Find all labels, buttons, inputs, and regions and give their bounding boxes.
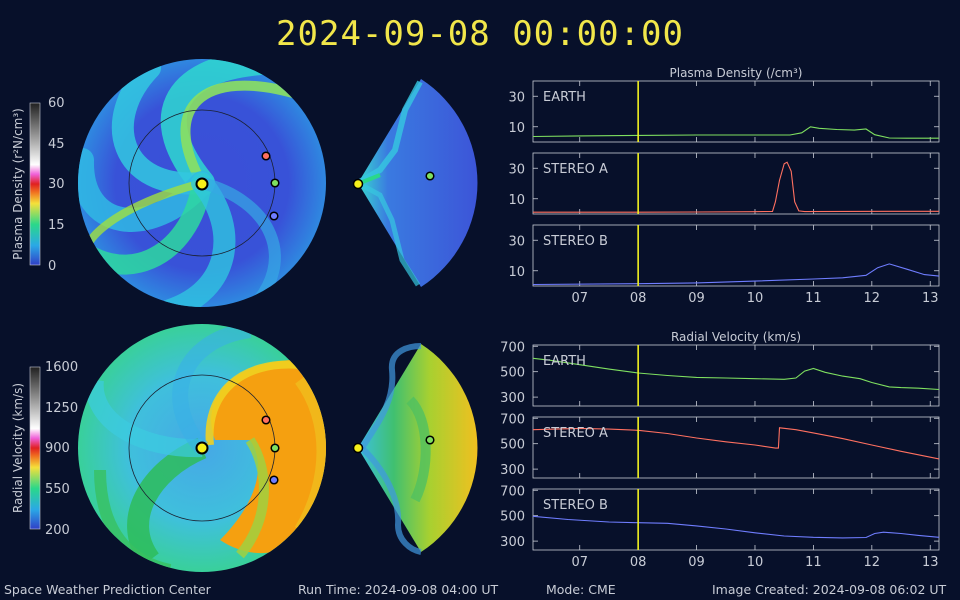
y-tick-label: 700 xyxy=(500,340,525,355)
chart-title: Radial Velocity (km/s) xyxy=(671,330,801,344)
series-line-stereo-b xyxy=(532,515,940,539)
velocity-colorbar-label: Radial Velocity (km/s) xyxy=(11,383,25,513)
stereo-b-marker xyxy=(269,211,279,221)
earth-marker-wedge xyxy=(425,171,435,181)
y-tick-label: 300 xyxy=(500,463,525,478)
series-line-stereo-a xyxy=(533,161,939,213)
panel-stereo-b: 300 500 700 STEREO B xyxy=(500,484,940,551)
y-tick-label: 10 xyxy=(508,265,525,280)
y-tick-label: 700 xyxy=(500,412,525,427)
y-tick-label: 30 xyxy=(508,234,525,249)
series-line-earth xyxy=(532,357,940,391)
series-line-stereo-a xyxy=(532,427,940,460)
x-tick-label: 09 xyxy=(688,555,705,570)
x-tick-label: 12 xyxy=(864,291,881,306)
y-tick-label: 30 xyxy=(508,90,525,105)
panel-frame xyxy=(532,152,940,215)
sun-marker-wedge xyxy=(352,442,364,454)
earth-marker xyxy=(270,443,280,453)
x-tick-label: 09 xyxy=(688,291,705,306)
panel-label: STEREO B xyxy=(543,234,608,249)
y-tick-label: 300 xyxy=(500,535,525,550)
panel-stereo-b: 10 30 STEREO B xyxy=(508,224,940,287)
series-line-stereo-b xyxy=(532,263,940,286)
y-tick-label: 500 xyxy=(500,510,525,525)
x-tick-label: 11 xyxy=(805,291,822,306)
y-tick-label: 10 xyxy=(508,193,525,208)
panel-frame xyxy=(532,416,940,479)
stereo-b-marker xyxy=(269,475,279,485)
footer-image-created: Image Created: 2024-09-08 06:02 UT xyxy=(712,582,947,597)
density-colorbar-tick: 45 xyxy=(48,137,65,152)
x-tick-label: 08 xyxy=(630,555,647,570)
footer-run-time: Run Time: 2024-09-08 04:00 UT xyxy=(298,582,499,597)
density-map-markers xyxy=(195,151,435,221)
panel-earth: 10 30 EARTH xyxy=(508,80,940,143)
sun-marker-wedge xyxy=(352,178,364,190)
panel-label: EARTH xyxy=(543,354,586,369)
density-colorbar-tick: 60 xyxy=(48,96,65,111)
y-tick-label: 500 xyxy=(500,366,525,381)
x-tick-label: 13 xyxy=(922,555,939,570)
velocity-colorbar-tick: 1250 xyxy=(45,401,78,416)
time-series-charts: Plasma Density (/cm³) 10 30 EARTH 10 30 STEREO… xyxy=(500,66,940,570)
earth-marker xyxy=(270,178,280,188)
x-tick-label: 11 xyxy=(805,555,822,570)
x-tick-label: 10 xyxy=(747,291,764,306)
sun-marker xyxy=(195,177,209,191)
panel-stereo-a: 10 30 STEREO A xyxy=(508,152,940,215)
chart-1: Radial Velocity (km/s) 300 500 700 EARTH 300 5… xyxy=(500,330,940,570)
panel-frame xyxy=(532,80,940,143)
panel-frame xyxy=(532,488,940,551)
density-colorbar-label: Plasma Density (r²N/cm³) xyxy=(11,108,25,260)
earth-marker-wedge xyxy=(425,435,435,445)
velocity-colorbar-tick: 550 xyxy=(45,482,70,497)
density-colorbar-tick: 15 xyxy=(48,218,65,233)
y-tick-label: 30 xyxy=(508,162,525,177)
x-tick-label: 12 xyxy=(864,555,881,570)
y-tick-label: 10 xyxy=(508,121,525,136)
x-tick-label: 07 xyxy=(571,555,588,570)
footer-org: Space Weather Prediction Center xyxy=(4,582,211,597)
series-line-earth xyxy=(532,126,939,139)
panel-label: STEREO A xyxy=(543,426,608,441)
velocity-map-markers xyxy=(195,415,435,485)
velocity-colorbar: Radial Velocity (km/s) 1600 1250 900 550… xyxy=(11,360,78,538)
model-timestamp: 2024-09-08 00:00:00 xyxy=(276,14,684,54)
x-tick-label: 07 xyxy=(571,291,588,306)
x-tick-label: 08 xyxy=(630,291,647,306)
density-colorbar-tick: 30 xyxy=(48,177,65,192)
y-tick-label: 300 xyxy=(500,391,525,406)
y-tick-label: 700 xyxy=(500,484,525,499)
x-tick-label: 13 xyxy=(922,291,939,306)
velocity-colorbar-tick: 900 xyxy=(45,441,70,456)
density-colorbar-tick: 0 xyxy=(48,259,56,274)
stereo-a-marker xyxy=(261,415,271,425)
panel-earth: 300 500 700 EARTH xyxy=(500,340,940,407)
stereo-a-marker xyxy=(261,151,271,161)
panel-label: EARTH xyxy=(543,90,586,105)
y-tick-label: 500 xyxy=(500,438,525,453)
panel-label: STEREO B xyxy=(543,498,608,513)
footer-mode: Mode: CME xyxy=(546,582,616,597)
panel-frame xyxy=(532,224,940,287)
sun-marker xyxy=(195,441,209,455)
panel-label: STEREO A xyxy=(543,162,608,177)
chart-0: Plasma Density (/cm³) 10 30 EARTH 10 30 STEREO… xyxy=(508,66,940,306)
velocity-meridional-wedge xyxy=(358,343,478,555)
x-tick-label: 10 xyxy=(747,555,764,570)
chart-title: Plasma Density (/cm³) xyxy=(670,66,803,80)
panel-stereo-a: 300 500 700 STEREO A xyxy=(500,412,940,479)
velocity-colorbar-tick: 1600 xyxy=(45,360,78,375)
density-colorbar: Plasma Density (r²N/cm³) 60 45 30 15 0 xyxy=(11,96,65,274)
density-meridional-wedge xyxy=(356,79,478,287)
panel-frame xyxy=(532,344,940,407)
velocity-colorbar-tick: 200 xyxy=(45,523,70,538)
